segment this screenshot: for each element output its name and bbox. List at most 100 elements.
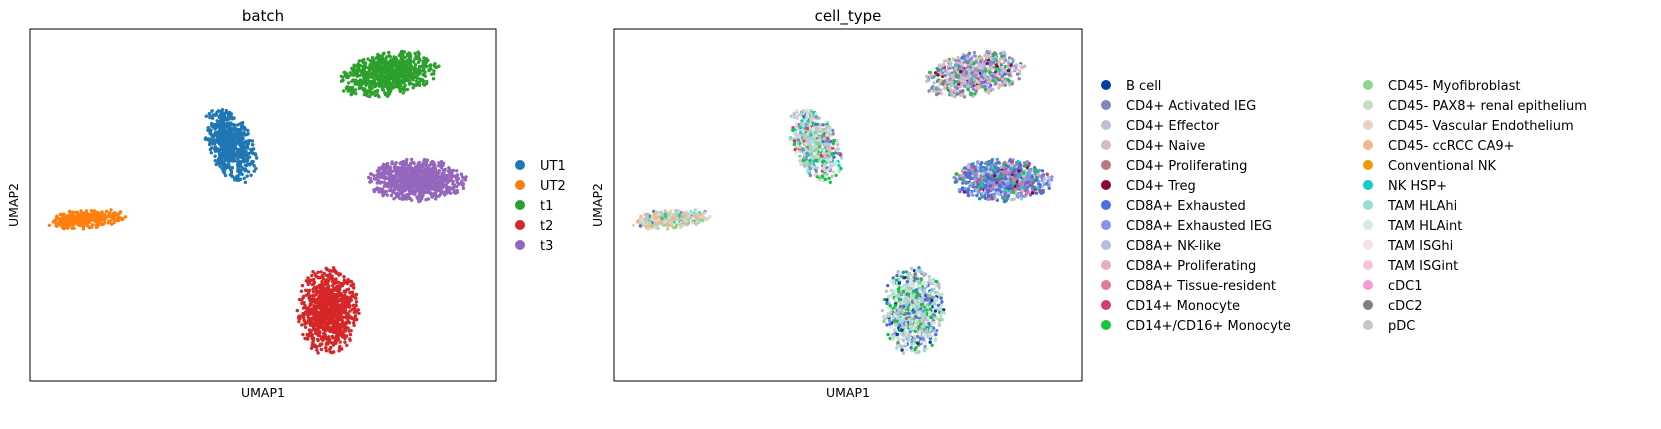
data-point (338, 272, 343, 276)
data-point (335, 331, 339, 335)
data-point (245, 174, 249, 178)
data-point (246, 132, 250, 136)
data-point (78, 223, 82, 228)
data-point (311, 293, 315, 298)
data-point (360, 79, 364, 84)
data-point (309, 346, 314, 350)
data-point (396, 192, 400, 196)
data-point (354, 292, 359, 297)
data-point (306, 306, 311, 311)
data-point (352, 318, 356, 322)
data-point (204, 114, 208, 118)
data-point (47, 223, 52, 227)
data-point (407, 167, 411, 171)
data-point (215, 140, 219, 144)
data-point (366, 66, 371, 70)
data-point (350, 280, 354, 284)
data-point (347, 74, 351, 79)
data-point (388, 55, 392, 59)
data-point (246, 146, 250, 150)
data-point (421, 170, 425, 175)
data-point (354, 296, 358, 300)
data-point (389, 169, 394, 173)
data-point (389, 83, 393, 87)
data-point (317, 276, 321, 280)
data-point (307, 328, 312, 332)
data-point (300, 301, 305, 305)
data-point (343, 293, 347, 298)
data-point (430, 168, 435, 172)
scatter-points (631, 49, 1054, 355)
data-point (396, 170, 401, 174)
data-point (409, 58, 413, 63)
data-point (385, 55, 389, 59)
data-point (415, 180, 419, 184)
data-point (343, 340, 347, 344)
data-point (333, 339, 337, 343)
data-point (378, 167, 382, 171)
data-point (350, 79, 354, 84)
data-point (232, 128, 237, 132)
data-point (464, 175, 468, 179)
data-point (378, 181, 383, 185)
data-point (398, 67, 403, 72)
data-point (402, 162, 406, 166)
data-point (211, 125, 216, 129)
data-point (448, 178, 453, 182)
data-point (357, 86, 361, 91)
data-point (342, 281, 346, 286)
data-point (240, 166, 244, 170)
data-point (211, 113, 216, 117)
data-point (381, 193, 385, 198)
data-point (368, 172, 373, 176)
data-point (347, 81, 351, 85)
data-point (351, 284, 355, 288)
data-point (324, 266, 328, 270)
data-point (417, 187, 421, 191)
data-point (315, 319, 319, 323)
data-point (94, 216, 99, 220)
data-point (396, 64, 401, 69)
data-point (431, 77, 436, 81)
data-point (343, 73, 348, 78)
data-point (229, 112, 233, 116)
data-point (356, 67, 360, 72)
data-point (214, 123, 219, 127)
data-point (55, 224, 59, 228)
legend-label: UT1 (540, 159, 566, 174)
data-point (381, 162, 386, 167)
data-point (208, 131, 212, 135)
data-point (441, 163, 445, 168)
data-point (431, 177, 435, 181)
data-point (329, 288, 333, 292)
data-point (352, 310, 356, 315)
data-point (880, 308, 885, 313)
data-point (218, 163, 222, 168)
data-point (1002, 50, 1006, 54)
data-point (211, 142, 215, 146)
data-point (414, 83, 418, 88)
data-point (410, 180, 414, 184)
data-point (219, 121, 223, 126)
data-point (416, 171, 420, 175)
data-point (215, 119, 219, 123)
data-point (339, 292, 344, 296)
data-point (393, 173, 398, 178)
data-point (347, 87, 351, 91)
data-point (901, 351, 906, 355)
data-point (68, 212, 73, 216)
data-point (110, 214, 115, 218)
data-point (353, 307, 357, 311)
data-point (237, 131, 241, 135)
data-point (417, 64, 422, 69)
data-point (236, 123, 240, 127)
data-point (328, 272, 332, 276)
data-point (348, 291, 352, 295)
data-point (236, 139, 240, 144)
data-point (386, 76, 390, 80)
data-point (353, 303, 358, 307)
legend-item: t2 (515, 219, 553, 234)
data-point (246, 170, 251, 174)
data-point (213, 149, 218, 153)
data-point (349, 315, 353, 319)
